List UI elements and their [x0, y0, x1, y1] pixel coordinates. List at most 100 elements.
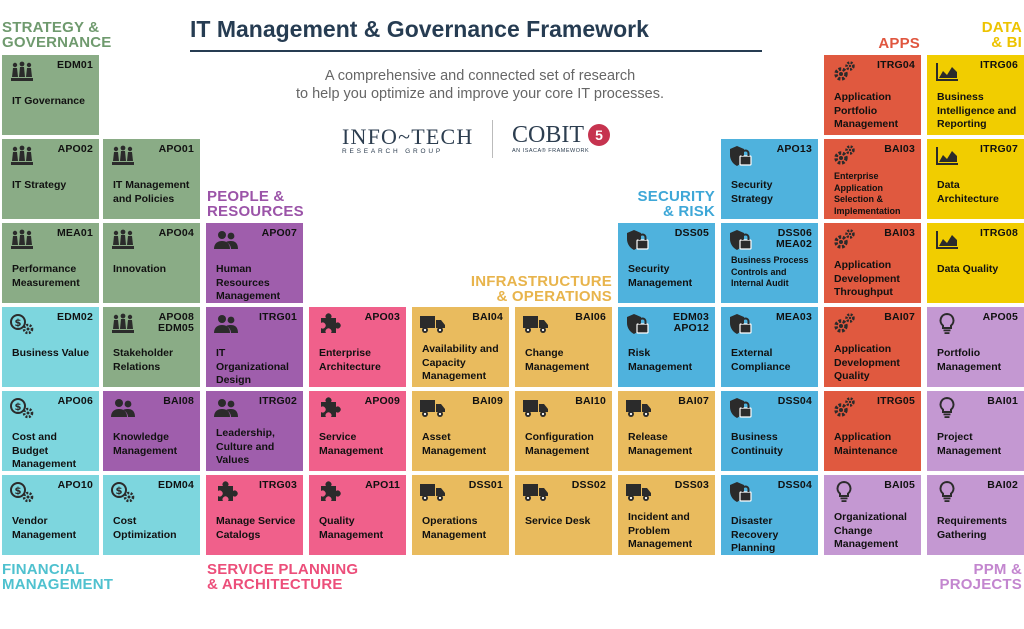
tile-edm01: EDM01 IT Governance — [2, 55, 99, 135]
tile-code: ITRG06 — [980, 59, 1018, 71]
puzzle-icon — [214, 481, 238, 503]
tile-name: Availability and Capacity Management — [422, 343, 499, 382]
tile-code: DSS01 — [468, 479, 503, 491]
tile-itrg06: ITRG06 Business Intelligence and Reportin… — [927, 55, 1024, 135]
tile-name: Security Management — [628, 263, 693, 289]
tile-code: EDM04 — [157, 479, 194, 491]
tile-bai06: BAI06 Change Management — [515, 307, 612, 387]
tile-name: Knowledge Management — [113, 431, 178, 457]
tile-dss04: DSS04 Disaster Recovery Planning — [721, 475, 818, 555]
category-label-service-planning: SERVICE PLANNING & ARCHITECTURE — [207, 562, 358, 592]
cobit-logo: COBIT — [512, 122, 584, 148]
tile-name: Business Value — [12, 347, 90, 359]
tile-name: Configuration Management — [525, 431, 594, 457]
category-line-1: FINANCIAL — [2, 561, 85, 578]
tile-bai03: BAI03 Enterprise Application Selection & … — [824, 139, 921, 219]
tile-name: Disaster Recovery Planning — [731, 515, 779, 554]
tile-apo01: APO01 IT Management and Policies — [103, 139, 200, 219]
tile-code: BAI09 — [472, 395, 503, 407]
truck-icon — [523, 313, 548, 335]
tile-code: APO06 — [57, 395, 93, 407]
tile-code: DSS04 — [777, 395, 812, 407]
truck-icon — [420, 313, 445, 335]
svg-text:$: $ — [116, 486, 123, 497]
tile-code: DSS05 — [674, 227, 709, 239]
logo-divider — [492, 120, 493, 158]
puzzle-icon — [317, 481, 341, 503]
category-label-people: PEOPLE & RESOURCES — [207, 189, 304, 219]
tile-mea03: MEA03 External Compliance — [721, 307, 818, 387]
tile-bai07: BAI07 Application Development Quality — [824, 307, 921, 387]
tile-edm03-apo12: EDM03 APO12 Risk Management — [618, 307, 715, 387]
tile-edm02: $ EDM02 Business Value — [2, 307, 99, 387]
tile-itrg04: ITRG04 Application Portfolio Management — [824, 55, 921, 135]
tile-name: Data Architecture — [937, 179, 999, 205]
tile-code: BAI05 — [884, 479, 915, 491]
tile-name: Incident and Problem Management — [628, 511, 693, 550]
shield-lock-icon — [729, 313, 753, 335]
tile-code: EDM01 — [56, 59, 93, 71]
tile-itrg05: ITRG05 Application Maintenance — [824, 391, 921, 471]
category-line-2: & RISK — [662, 203, 715, 220]
subtitle-line-1: A comprehensive and connected set of res… — [324, 68, 636, 84]
tile-name: Application Development Quality — [834, 343, 900, 382]
tile-itrg02: ITRG02 Leadership, Culture and Values — [206, 391, 303, 471]
tile-name: Cost Optimization — [113, 515, 177, 541]
tile-name: Change Management — [525, 347, 590, 373]
shield-lock-icon — [729, 229, 753, 251]
tile-code: APO02 — [57, 143, 93, 155]
tile-name: Security Strategy — [731, 179, 774, 205]
tile-dss05: DSS05 Security Management — [618, 223, 715, 303]
tile-dss02: DSS02 Service Desk — [515, 475, 612, 555]
tile-itrg03: ITRG03 Manage Service Catalogs — [206, 475, 303, 555]
infotech-logo-subtitle: RESEARCH GROUP — [342, 148, 443, 155]
tile-code: MEA01 — [56, 227, 93, 239]
tile-code: APO13 — [776, 143, 812, 155]
area-chart-icon — [935, 229, 959, 251]
category-line-1: DATA — [981, 19, 1022, 36]
tile-name: Enterprise Application Selection & Imple… — [834, 171, 901, 216]
svg-text:$: $ — [15, 486, 22, 497]
tile-apo09: APO09 Service Management — [309, 391, 406, 471]
tile-code: APO04 — [158, 227, 194, 239]
people-icon — [111, 397, 135, 419]
tile-code: BAI01 — [987, 395, 1018, 407]
shield-lock-icon — [729, 145, 753, 167]
tile-bai03: BAI03 Application Development Throughput — [824, 223, 921, 303]
category-label-strategy: STRATEGY & GOVERNANCE — [2, 20, 112, 50]
lightbulb-icon — [935, 396, 959, 419]
tile-name: IT Strategy — [12, 179, 67, 191]
tile-code: DSS02 — [571, 479, 606, 491]
tile-apo03: APO03 Enterprise Architecture — [309, 307, 406, 387]
chess-pieces-icon — [10, 145, 34, 167]
category-line-2: PROJECTS — [939, 576, 1022, 593]
tile-name: Asset Management — [422, 431, 487, 457]
tile-name: Quality Management — [319, 515, 384, 541]
tile-dss06-mea02: DSS06 MEA02 Business Process Controls and… — [721, 223, 818, 303]
shield-lock-icon — [729, 481, 753, 503]
tile-name: Service Management — [319, 431, 384, 457]
tile-name: Project Management — [937, 431, 1002, 457]
category-line-2: & ARCHITECTURE — [207, 576, 343, 593]
tile-code: APO09 — [364, 395, 400, 407]
cobit-version-badge: 5 — [588, 124, 610, 146]
tile-apo08-edm05: APO08 EDM05 Stakeholder Relations — [103, 307, 200, 387]
category-line-2: RESOURCES — [207, 203, 304, 220]
tile-code: MEA03 — [775, 311, 812, 323]
tile-name: Stakeholder Relations — [113, 347, 174, 373]
tile-name: Application Maintenance — [834, 431, 898, 457]
tile-name: Organizational Change Management — [834, 511, 907, 550]
truck-icon — [420, 481, 445, 503]
tile-name: Data Quality — [937, 263, 999, 275]
tile-dss01: DSS01 Operations Management — [412, 475, 509, 555]
area-chart-icon — [935, 61, 959, 83]
tile-apo04: APO04 Innovation — [103, 223, 200, 303]
tile-apo05: APO05 Portfolio Management — [927, 307, 1024, 387]
truck-icon — [626, 481, 651, 503]
tile-code: APO10 — [57, 479, 93, 491]
category-label-ppm: PPM & PROJECTS — [940, 562, 1022, 592]
gears-icon — [832, 229, 856, 251]
tile-code: BAI06 — [575, 311, 606, 323]
tile-code: BAI07 — [678, 395, 709, 407]
tile-name: Business Continuity — [731, 431, 783, 457]
